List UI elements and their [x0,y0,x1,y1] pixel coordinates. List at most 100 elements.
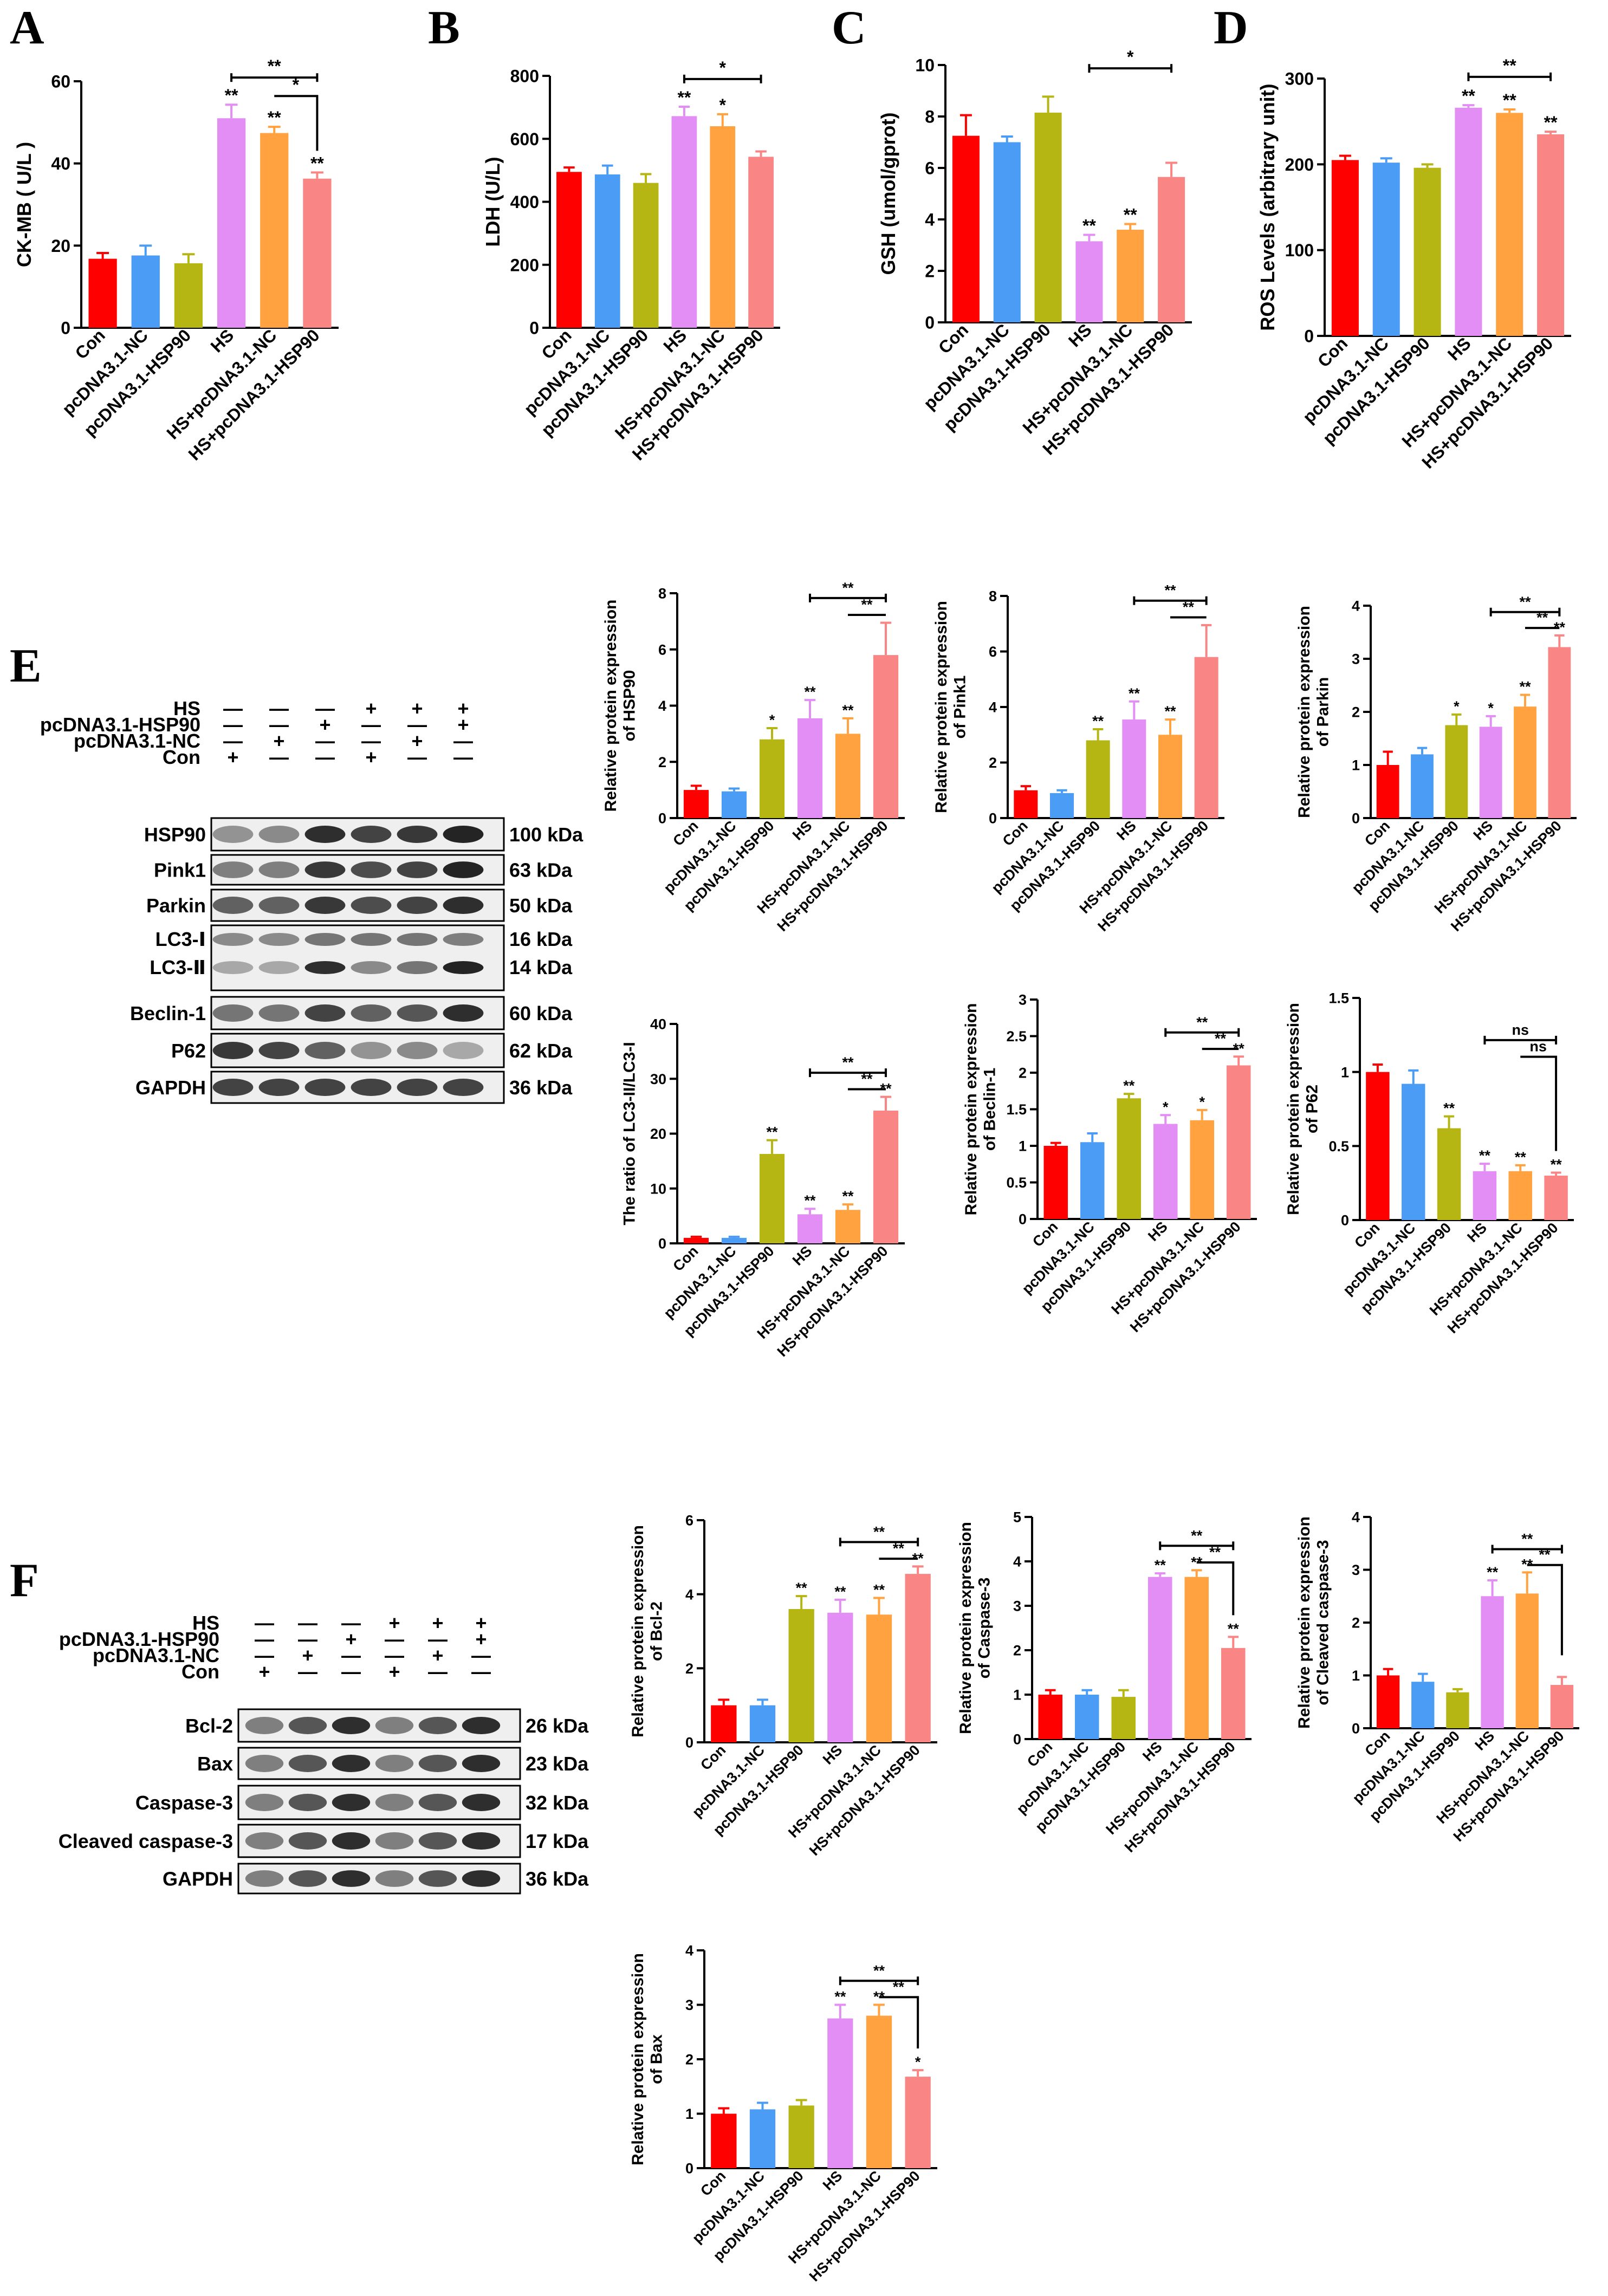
y-tick-label: 0 [685,2161,693,2177]
blot-band [443,897,484,914]
blot-band [462,1794,501,1811]
treatment-mark: — [453,730,473,752]
significance-label: * [1454,698,1460,715]
bar-pcdna3-1-nc [1074,1695,1099,1739]
bar-hs [827,1612,853,1742]
x-tick-label: HS [820,1742,846,1768]
chart-e3: 0 1 2 3 4 Relative protein expression of Parki… [1295,594,1577,935]
blot-band [258,897,300,914]
y-tick-label: 400 [510,192,539,212]
bar-hs-pcdna3-1-hsp90 [873,655,899,818]
bar-hs-pcdna3-1-hsp90 [1158,177,1185,322]
chart-f3: 0 1 2 3 4 Relative protein expression of Cleav… [1295,1509,1579,1845]
significance-label: ** [880,1081,892,1097]
blot-band [443,826,484,843]
treatment-mark: + [457,714,469,736]
blot-band [351,1079,392,1096]
y-tick-label: 0 [989,810,997,827]
comparison-bracket [1527,1564,1563,1656]
bar-pcdna3-1-hsp90 [788,2105,814,2168]
bar-pcdna3-1-nc [1411,754,1434,818]
blot-band [258,861,300,878]
treatment-label: HS [173,697,200,719]
x-tick-label: HS [820,2168,846,2194]
y-tick-label: 0 [61,319,70,338]
x-tick-label: HS [789,818,815,844]
blot-band [418,1794,457,1811]
comparison-label: * [719,58,727,77]
bar-con [683,790,709,818]
y-tick-label: 1 [1341,1064,1349,1080]
treatment-mark: + [273,730,284,752]
treatment-mark: — [315,730,335,752]
treatment-mark: + [388,1612,400,1634]
x-tick-label: HS [1113,818,1139,844]
blot-band [212,961,254,974]
y-tick-label: 0 [1019,1211,1027,1228]
blot-band [397,897,438,914]
blots-layer: HS — — — + + +pcDNA3.1-HSP90— — + — — +pcDNA3.1-NC —… [40,697,589,1895]
bar-hs-pcdna3-1-nc [710,126,736,328]
y-axis-label: ROS Levels (arbitrary unit) [1256,83,1279,330]
y-axis-label: Relative protein expression [962,1003,980,1216]
treatment-mark: — [223,697,243,719]
bar-con [1376,1675,1400,1728]
comparison-label: ** [873,1962,885,1979]
y-tick-label: 6 [925,159,935,178]
treatment-mark: + [319,714,330,736]
bar-hs-pcdna3-1-nc [1508,1171,1532,1220]
significance-label: ** [842,702,854,718]
blot-band [304,1004,346,1022]
blot-band [443,933,484,946]
bar-hs [1122,719,1146,818]
blot-band [304,826,346,843]
significance-label: ** [1164,703,1176,719]
y-tick-label: 2 [1352,704,1360,721]
blot-band [304,897,346,914]
y-axis-label: GSH (umol/gprot) [877,113,899,275]
significance-label: ** [1233,1040,1245,1056]
treatment-label: pcDNA3.1-NC [74,730,200,752]
blot-band [375,1832,414,1850]
bar-hs-pcdna3-1-hsp90 [1550,1685,1574,1728]
treatment-mark: — [223,714,243,736]
significance-label: ** [1129,685,1140,702]
treatment-mark: — [471,1644,491,1666]
blot-band [212,1004,254,1022]
bar-hs [1075,241,1103,322]
treatment-label: pcDNA3.1-HSP90 [59,1628,219,1650]
blot-band [332,1870,371,1887]
bar-con [556,172,582,328]
bar-con [711,2113,737,2168]
blot-band [258,826,300,843]
y-tick-label: 300 [1285,69,1314,89]
treatment-mark: + [345,1628,356,1650]
significance-label: ** [804,1192,816,1209]
western-blot-e: HS — — — + + +pcDNA3.1-HSP90— — + — — +pcDNA3.1-NC —… [40,697,583,1104]
y-tick-label: 0 [1304,327,1314,346]
bar-hs [1473,1171,1497,1220]
bar-pcdna3-1-nc [1411,1682,1435,1728]
significance-label: ** [1092,713,1104,729]
bar-hs-pcdna3-1-nc [1158,735,1182,818]
y-tick-label: 4 [1352,598,1360,614]
y-tick-label: 0 [1013,1731,1021,1748]
band-kda-label: 36 kDa [509,1076,573,1099]
bar-hs-pcdna3-1-nc [1190,1120,1215,1219]
y-tick-label: 2 [685,1661,693,1677]
treatment-mark: + [388,1661,400,1683]
band-label: Beclin-1 [130,1002,206,1024]
blot-band [397,933,438,946]
bar-hs [1455,107,1482,336]
blot-band [397,826,438,843]
y-axis-label: Relative protein expression [932,601,950,813]
y-axis-label: LDH (U/L) [482,157,504,247]
treatment-mark: — [298,1612,317,1634]
x-tick-label: HS [789,1243,815,1269]
x-tick-label: HS [1065,320,1095,351]
significance-label: ** [1554,619,1566,635]
blot-band [418,1755,457,1772]
comparison-bracket [274,95,319,151]
treatment-mark: — [298,1661,317,1683]
